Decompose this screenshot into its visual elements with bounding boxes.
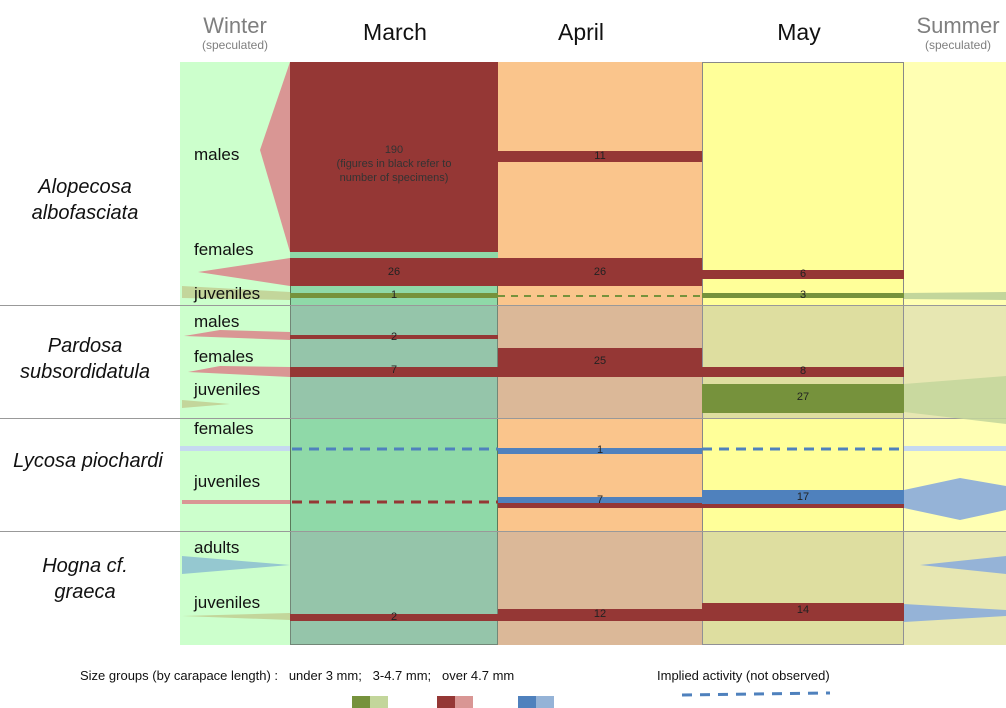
ps-females-april-bar [498, 348, 702, 377]
hg-juveniles-may-bar [702, 603, 904, 621]
aa-juveniles-winter-taper [182, 286, 290, 300]
legend-mid-dark [437, 696, 455, 708]
aa-label-females: females [194, 240, 254, 259]
ps-label-juveniles: juveniles [194, 380, 261, 399]
legend-under3-light [370, 696, 388, 708]
hg-juveniles-summer-taper [904, 604, 1006, 622]
count-hg-juveniles-april: 12 [593, 608, 607, 620]
hg-label-juveniles: juveniles [194, 593, 261, 612]
species-hogna: Hogna cf. graeca [42, 555, 128, 603]
hg-adults-summer-taper [920, 556, 1006, 574]
hg-label-adults: adults [194, 538, 240, 557]
legend-dashed-line [681, 691, 831, 697]
aa-females-april-bar [498, 258, 702, 286]
separator-1 [0, 305, 1006, 306]
count-aa-males-april: 11 [594, 150, 606, 162]
count-hg-juveniles-may: 14 [796, 604, 810, 616]
lp-label-females: females [194, 419, 254, 438]
aa-label-males: males [194, 145, 240, 164]
legend-size-groups: Size groups (by carapace length) : under… [80, 668, 515, 683]
aa-juveniles-may-bar [702, 293, 904, 298]
hg-juveniles-march-bar [290, 614, 498, 621]
hg-adults-winter-taper [182, 556, 290, 574]
lp-juveniles-april-blue-bar [498, 497, 702, 503]
legend-implied-activity: Implied activity (not observed) [657, 668, 830, 683]
summer-title: Summer [916, 13, 1000, 38]
aa-females-march-bar [290, 258, 498, 286]
lp-juveniles-summer-taper [904, 478, 1006, 520]
count-lp-juveniles-may: 17 [796, 491, 810, 503]
lp-juveniles-winter-taper [182, 500, 290, 504]
count-aa-females-april: 26 [593, 266, 607, 278]
ps-juveniles-winter-taper [182, 400, 230, 408]
ps-juveniles-may-bar [702, 384, 904, 413]
count-ps-juveniles-may: 27 [796, 391, 810, 403]
aa-males-march-strip [290, 252, 498, 258]
count-ps-males-march: 2 [390, 331, 398, 343]
aa-females-winter-taper [198, 258, 290, 286]
lp-females-winter-band [180, 446, 290, 451]
lp-females-april-bar [498, 448, 702, 454]
winter-title: Winter [203, 13, 267, 38]
hg-juveniles-winter-taper [182, 613, 290, 620]
hg-juveniles-april-bar [498, 609, 702, 621]
aa-juveniles-summer-taper [904, 292, 1006, 300]
aa-males-winter-taper [260, 62, 290, 252]
species-alopecosa: Alopecosa albofasciata [31, 176, 139, 224]
species-pardosa: Pardosa subsordidatula [19, 335, 151, 383]
lp-females-summer-band [904, 446, 1006, 451]
month-may: May [777, 19, 821, 45]
month-march: March [363, 19, 427, 45]
separator-2 [0, 418, 1006, 419]
count-ps-females-march: 7 [390, 364, 398, 376]
count-aa-juveniles-march: 1 [390, 289, 398, 301]
legend-mid-light [455, 696, 473, 708]
aa-females-may-bar [702, 270, 904, 279]
ps-label-females: females [194, 347, 254, 366]
ps-females-march-bar [290, 367, 498, 377]
lp-juveniles-may-blue-bar [702, 490, 904, 504]
count-lp-juveniles-april: 7 [596, 494, 604, 506]
count-aa-females-may: 6 [799, 268, 807, 280]
specimen-note-count: 190 [384, 144, 404, 156]
count-hg-juveniles-march: 2 [390, 611, 398, 623]
summer-subtitle: (speculated) [924, 38, 992, 52]
lp-juveniles-may-red-bar [702, 504, 904, 508]
ps-males-winter-taper [184, 330, 290, 340]
aa-label-juveniles: juveniles [194, 284, 261, 303]
count-ps-females-april: 25 [593, 355, 607, 367]
legend-over47-dark [518, 696, 536, 708]
ps-juveniles-summer-taper [904, 376, 1006, 424]
aa-males-march-bar [290, 62, 498, 252]
separator-3 [0, 531, 1006, 532]
count-aa-juveniles-may: 3 [799, 289, 807, 301]
summer-column [904, 62, 1006, 645]
summer-header: Summer (speculated) [908, 13, 1006, 53]
ps-label-males: males [194, 312, 240, 331]
legend-over47-light [536, 696, 554, 708]
lp-label-juveniles: juveniles [194, 472, 261, 491]
month-april: April [557, 19, 604, 45]
ps-females-winter-taper [188, 366, 290, 377]
specimen-note-line1: (figures in black refer to [336, 158, 452, 170]
winter-subtitle: (speculated) [201, 38, 269, 52]
may-column [702, 62, 904, 645]
winter-header: Winter (speculated) [180, 13, 290, 53]
aa-juveniles-march-bar [290, 293, 498, 298]
lp-juveniles-april-red-bar [498, 503, 702, 508]
specimen-note-line2: number of specimens) [339, 172, 449, 184]
aa-males-april-bar [498, 151, 702, 162]
specimen-note: 190 (figures in black refer to number of… [290, 143, 498, 185]
ps-females-may-bar [702, 367, 904, 377]
count-lp-females-april: 1 [596, 444, 604, 456]
species-lycosa: Lycosa piochardi [13, 450, 163, 472]
legend-under3-dark [352, 696, 370, 708]
hogna-band-overlay [290, 532, 904, 645]
hogna-summer-overlay [904, 532, 1006, 645]
count-aa-females-march: 26 [387, 266, 401, 278]
count-ps-females-may: 8 [799, 365, 807, 377]
ps-males-march-bar [290, 335, 498, 339]
